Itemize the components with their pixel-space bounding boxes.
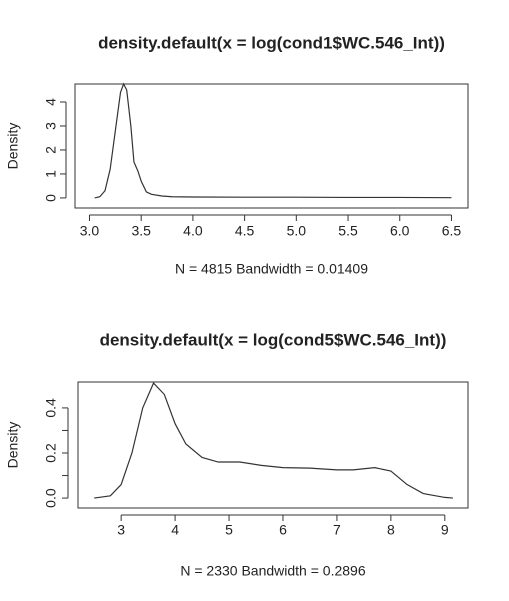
y-tick-label: 1	[43, 170, 59, 178]
x-axis-title: N = 4815 Bandwidth = 0.01409	[175, 261, 368, 277]
y-tick-label: 4	[43, 98, 59, 106]
x-tick-label: 6	[279, 522, 287, 538]
x-tick-label: 3.5	[131, 223, 151, 239]
x-tick-label: 6.5	[442, 223, 462, 239]
y-tick-label: 2	[43, 146, 59, 154]
x-tick-label: 7	[333, 522, 341, 538]
x-tick-label: 6.0	[390, 223, 410, 239]
x-tick-label: 9	[441, 522, 449, 538]
density-line	[94, 382, 453, 499]
x-tick-label: 5	[225, 522, 233, 538]
x-tick-label: 8	[387, 522, 395, 538]
y-tick-label: 3	[43, 122, 59, 130]
x-tick-label: 4.5	[235, 223, 255, 239]
y-tick-label: 0.2	[43, 443, 59, 463]
y-axis-title: Density	[5, 422, 21, 469]
x-tick-label: 4	[171, 522, 179, 538]
plot-box	[74, 83, 469, 209]
x-tick-label: 3	[117, 522, 125, 538]
y-tick-label: 0	[43, 194, 59, 202]
x-tick-label: 4.0	[183, 223, 203, 239]
x-tick-label: 3.0	[80, 223, 100, 239]
x-axis-title: N = 2330 Bandwidth = 0.2896	[180, 563, 365, 579]
chart-title: density.default(x = log(cond1$WC.546_Int…	[98, 33, 445, 52]
y-tick-label: 0.4	[43, 398, 59, 418]
density-line	[94, 82, 452, 199]
plot-box	[77, 381, 469, 509]
y-axis-title: Density	[5, 123, 21, 170]
x-tick-label: 5.5	[338, 223, 358, 239]
y-tick-label: 0.0	[43, 488, 59, 508]
chart-title: density.default(x = log(cond5$WC.546_Int…	[100, 330, 447, 349]
x-tick-label: 5.0	[287, 223, 307, 239]
